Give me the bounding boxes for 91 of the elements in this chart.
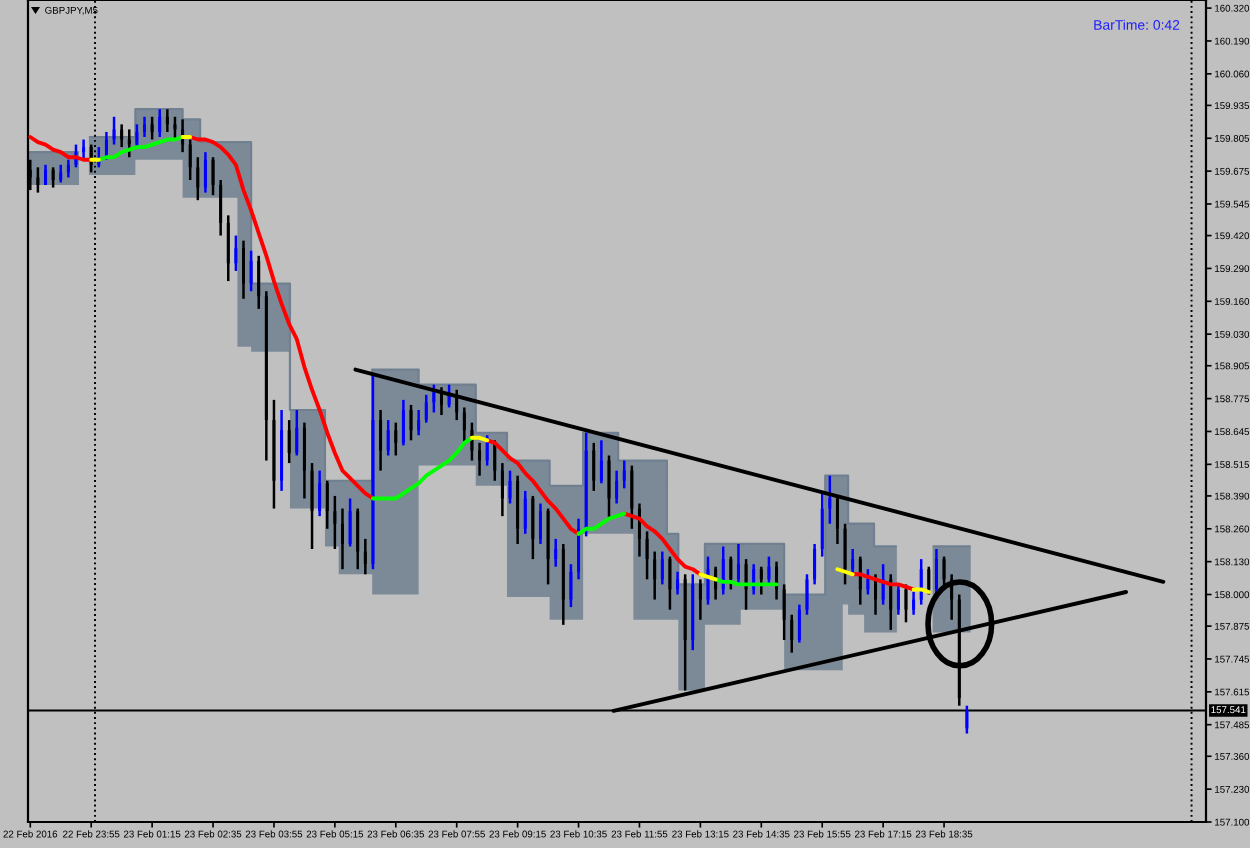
candlestick — [965, 704, 969, 735]
candlestick — [241, 239, 246, 301]
candlestick — [211, 155, 215, 197]
candlestick — [219, 178, 223, 237]
candlestick — [668, 555, 672, 611]
candlestick — [797, 603, 801, 644]
candlestick — [851, 547, 855, 576]
candlestick — [112, 115, 116, 146]
candlestick — [546, 507, 550, 586]
candlestick — [813, 542, 817, 586]
candlestick — [622, 459, 626, 490]
candlestick — [630, 464, 634, 531]
candlestick — [120, 123, 124, 149]
candlestick — [508, 469, 512, 505]
candlestick — [272, 398, 276, 510]
candlestick — [538, 502, 542, 546]
candlestick — [820, 489, 824, 558]
candlestick — [386, 418, 390, 457]
candlestick — [302, 421, 306, 500]
candlestick — [310, 461, 314, 551]
candlestick — [706, 555, 710, 606]
candlestick — [401, 398, 405, 447]
candlestick — [805, 573, 809, 616]
candlestick — [927, 565, 931, 596]
candlestick — [790, 613, 794, 654]
candlestick — [36, 166, 40, 194]
candlestick — [478, 441, 482, 477]
candlestick — [782, 583, 786, 642]
candlestick — [729, 555, 733, 591]
candlestick — [759, 565, 763, 596]
candlestick — [363, 537, 367, 576]
candlestick — [158, 107, 162, 139]
candlestick — [569, 562, 573, 609]
candlestick — [394, 421, 398, 457]
candlestick — [226, 214, 230, 283]
candlestick — [607, 454, 611, 520]
candlestick — [736, 542, 740, 586]
candlestick — [234, 234, 238, 273]
candlestick — [653, 550, 657, 601]
candlestick — [896, 583, 900, 616]
candlestick — [371, 373, 375, 571]
candlestick — [295, 408, 299, 457]
candlestick — [500, 461, 504, 518]
candlestick — [874, 573, 878, 616]
candlestick — [554, 537, 558, 568]
candlestick — [424, 393, 428, 424]
candlestick — [165, 107, 169, 134]
candlestick — [348, 497, 352, 548]
candlestick — [287, 418, 291, 465]
candlestick — [592, 441, 596, 493]
candlestick — [843, 522, 847, 586]
candlestick — [356, 507, 360, 571]
candlestick — [676, 570, 680, 596]
candlestick — [417, 408, 421, 437]
candlestick — [462, 406, 466, 445]
candlestick — [645, 530, 649, 581]
candlestick — [523, 489, 527, 536]
candlestick — [866, 567, 870, 596]
candlestick — [698, 578, 702, 622]
candlestick — [333, 494, 337, 551]
candlestick — [934, 547, 938, 596]
candlestick — [584, 431, 588, 538]
candlestick — [432, 383, 436, 414]
candlestick — [249, 249, 253, 293]
candlestick — [325, 479, 329, 531]
candlestick — [904, 583, 908, 624]
candlestick — [485, 434, 489, 467]
candlestick — [531, 494, 535, 561]
candlestick — [318, 469, 322, 518]
candlestick — [409, 403, 413, 442]
candlestick — [660, 550, 664, 586]
candlestick — [51, 166, 55, 189]
candlestick — [767, 555, 771, 586]
candlestick — [257, 254, 261, 311]
candlestick — [493, 439, 497, 483]
candlestick — [599, 439, 603, 485]
candlestick — [912, 590, 916, 616]
candlestick — [150, 115, 154, 141]
candlestick — [196, 155, 200, 202]
candlestick — [173, 115, 177, 141]
candlestick — [615, 469, 619, 505]
candlestick — [188, 138, 192, 182]
candlestick — [835, 494, 839, 546]
candlestick — [379, 408, 383, 472]
candlestick — [203, 150, 207, 194]
candlestick — [127, 128, 131, 159]
candlestick — [340, 507, 345, 571]
candlestick — [828, 474, 832, 525]
candlestick — [142, 115, 147, 139]
candlestick — [135, 123, 139, 149]
candlestick — [82, 138, 86, 161]
